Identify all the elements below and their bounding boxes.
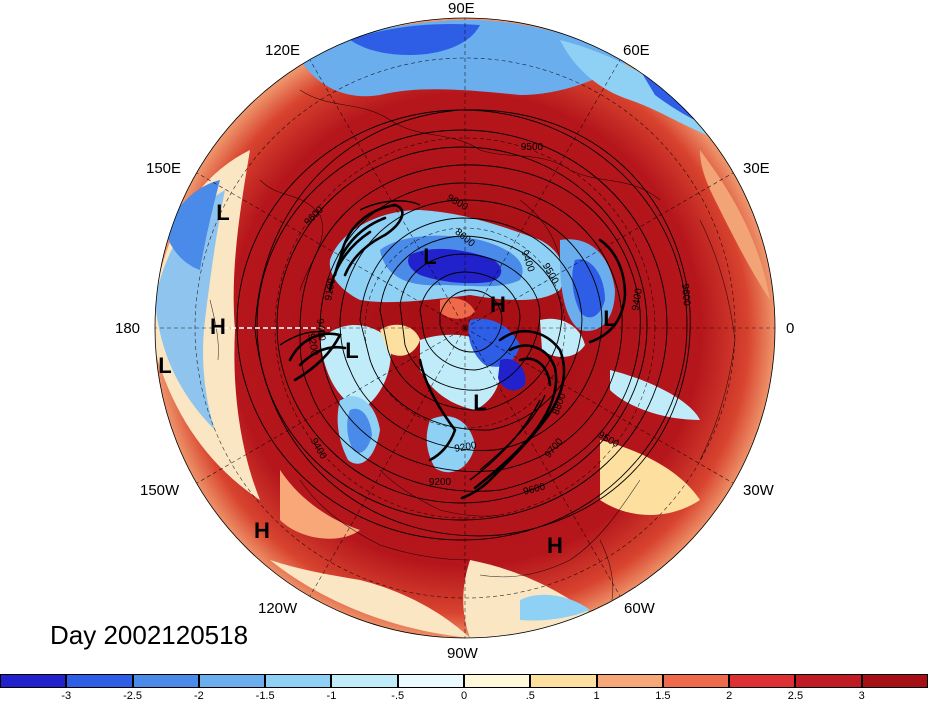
low-pressure-center: L [345,338,358,363]
colorbar-tick-label: -2.5 [123,690,143,702]
colorbar-box [662,674,730,688]
lon-label-150w: 150W [140,482,180,499]
low-pressure-center: L [423,244,436,269]
colorbar-tick-label: 2 [726,690,733,702]
lon-label-30w: 30W [743,482,774,499]
lon-label-90w: 90W [447,645,478,662]
colorbar-tick-label: -2 [193,690,204,702]
date-label: Day 2002120518 [50,620,249,650]
shaded-field [155,18,775,638]
contour-label: 9100 [323,277,338,301]
colorbar-box [331,674,398,688]
lon-label-120e: 120E [265,42,301,59]
colorbar-tick-label: -1.5 [255,690,275,702]
colorbar-tick-label: -3 [61,690,72,702]
low-pressure-center: L [158,353,171,378]
high-pressure-center: H [547,533,563,558]
lon-label-90e: 90E [448,0,475,17]
lon-label-150e: 150E [146,160,182,177]
colorbar-tick-label: -.5 [391,690,405,702]
colorbar-box [861,674,928,688]
colorbar-box [795,674,862,688]
contour-label: 9400 [314,318,327,342]
lon-label-30e: 30E [743,160,770,177]
colorbar-box [265,674,332,688]
colorbar-box [397,674,464,688]
colorbar-box [530,674,597,688]
contour-label: 9400 [630,287,645,311]
high-pressure-center: H [490,292,506,317]
colorbar-tick-label: 0 [460,690,468,702]
contour-label: 9600 [679,283,692,307]
colorbar-box [198,674,266,688]
colorbar-tick-label: 3 [858,690,865,702]
lon-label-60w: 60W [624,600,655,617]
contour-label: 9500 [521,142,544,153]
colorbar [0,674,928,688]
colorbar-box [596,674,663,688]
lon-label-120w: 120W [258,600,298,617]
colorbar-box [66,674,133,688]
low-pressure-center: L [473,390,486,415]
colorbar-tick-label: 1 [593,690,600,702]
contour-label: 9200 [454,440,478,455]
low-pressure-center: L [216,200,229,225]
low-pressure-center: L [603,306,616,331]
colorbar-box [463,674,531,688]
lon-label-0: 0 [786,320,795,337]
high-pressure-center: H [254,518,270,543]
colorbar-box [729,674,796,688]
colorbar-tick-label: .5 [525,690,535,702]
high-pressure-center: H [210,314,226,339]
colorbar-box [132,674,199,688]
contour-label: 9200 [305,333,320,357]
lon-label-180: 180 [115,320,141,337]
colorbar-tick-label: 1.5 [655,690,671,702]
map-boundary [154,17,776,639]
colorbar-box [0,674,67,688]
colorbar-tick-label: 2.5 [787,690,804,702]
colorbar-tick-label: -1 [326,690,337,702]
lon-label-60e: 60E [623,42,650,59]
contour-label: 9200 [429,477,452,488]
